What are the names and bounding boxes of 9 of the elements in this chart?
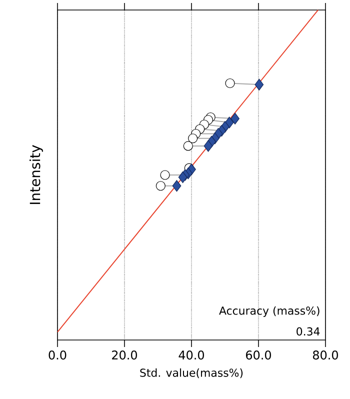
x-tick-label: 20.0	[112, 350, 138, 360]
x-tick-label: 0.0	[48, 350, 66, 360]
y-axis-title: Intensity	[29, 145, 43, 204]
x-axis-title: Std. value(mass%)	[140, 368, 243, 378]
x-tick-label: 80.0	[312, 350, 338, 360]
annotation: Accuracy (mass%)	[219, 306, 320, 317]
annotation: 0.34	[296, 327, 320, 336]
x-tick-label: 60.0	[246, 350, 272, 360]
x-tick-label: 40.0	[178, 350, 204, 360]
